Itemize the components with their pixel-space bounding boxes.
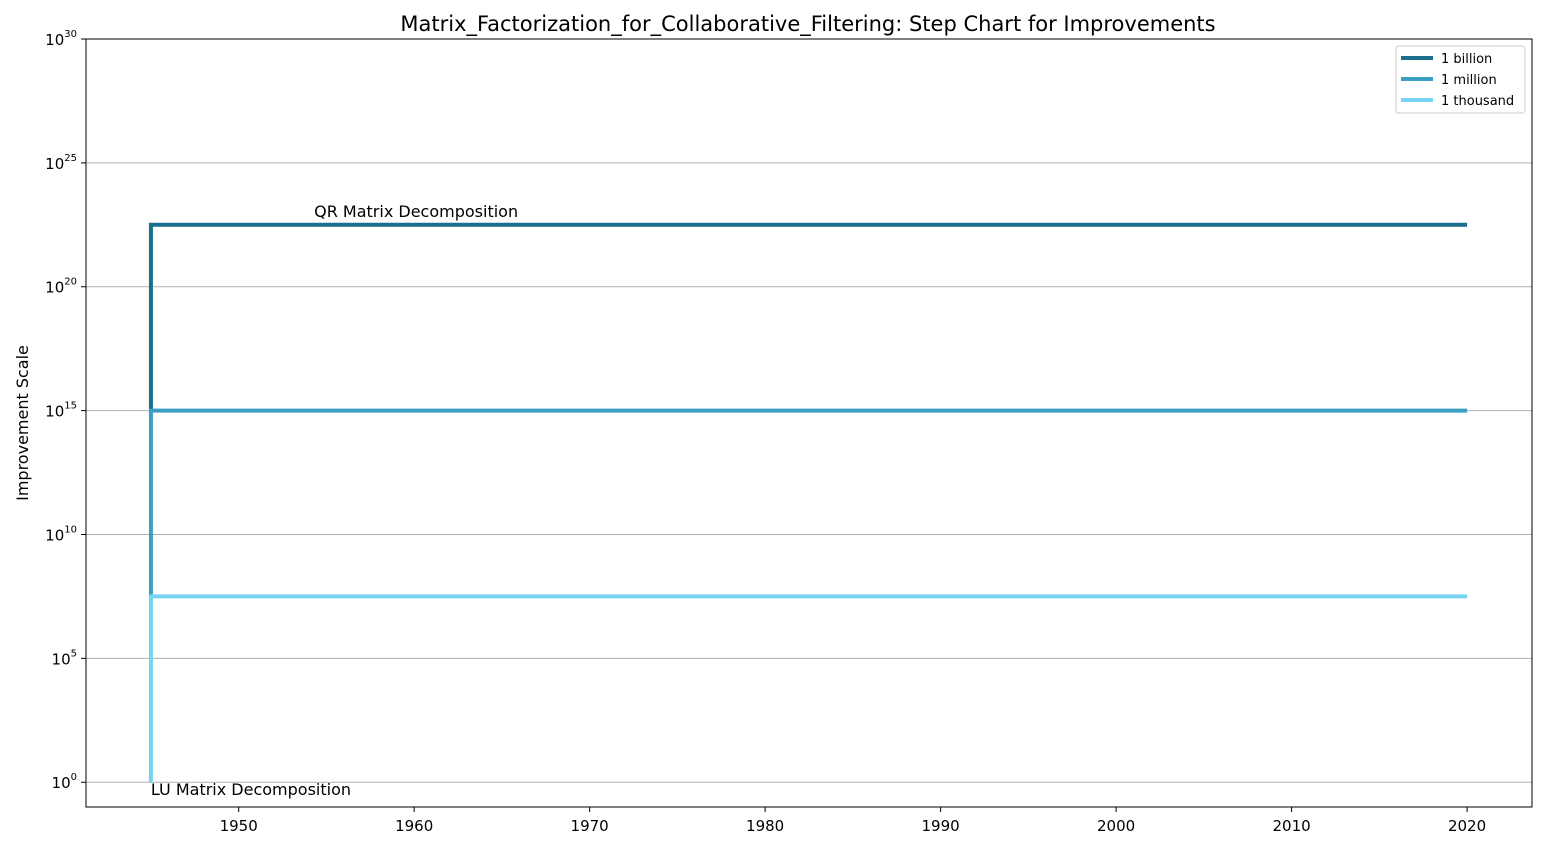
legend: 1 billion 1 million 1 thousand: [1395, 45, 1526, 114]
series-line: [148, 222, 1468, 411]
y-tick-exponent: 20: [64, 277, 77, 288]
y-tick-base: 10: [45, 403, 64, 421]
y-tick-base: 10: [52, 774, 71, 792]
y-axis-label: Improvement Scale: [13, 345, 32, 501]
series-lines: [148, 222, 1468, 783]
plot-area-frame: [85, 38, 1533, 808]
x-tick-label: 1970: [571, 817, 609, 835]
y-tick-label: 1030: [45, 29, 77, 49]
x-tick-label: 1990: [922, 817, 960, 835]
x-tick-label: 1960: [395, 817, 433, 835]
x-tick-label: 2010: [1272, 817, 1310, 835]
y-tick-base: 10: [45, 279, 64, 297]
y-tick-base: 10: [52, 650, 71, 668]
y-tick-label: 1020: [45, 277, 77, 297]
y-tick-exponent: 25: [64, 153, 77, 164]
y-tick-exponent: 10: [64, 524, 77, 535]
annotation-label: QR Matrix Decomposition: [314, 202, 518, 221]
chart-title: Matrix_Factorization_for_Collaborative_F…: [400, 12, 1215, 37]
y-tick-base: 10: [45, 526, 64, 544]
series-line: [148, 594, 1468, 783]
y-tick-base: 10: [45, 155, 64, 173]
y-tick-label: 1025: [45, 153, 77, 173]
y-tick-exponent: 30: [64, 29, 77, 40]
y-tick-base: 10: [45, 31, 64, 49]
y-tick-exponent: 0: [71, 772, 77, 783]
annotation-label: LU Matrix Decomposition: [151, 780, 351, 799]
legend-box: [1395, 45, 1526, 114]
y-tick-exponent: 5: [71, 648, 77, 659]
x-tick-label: 2000: [1097, 817, 1135, 835]
y-tick-label: 100: [52, 772, 77, 792]
y-tick-label: 1015: [45, 401, 77, 421]
y-tick-label: 105: [52, 648, 77, 668]
x-tick-label: 1980: [746, 817, 784, 835]
legend-label: 1 billion: [1441, 52, 1492, 67]
legend-label: 1 thousand: [1441, 94, 1514, 109]
x-axis-ticks: 1950 1960 1970 1980 1990 2000 2010 2020: [220, 807, 1486, 835]
x-tick-label: 1950: [220, 817, 258, 835]
y-tick-exponent: 15: [64, 401, 77, 412]
legend-label: 1 million: [1441, 73, 1497, 88]
annotations: QR Matrix Decomposition LU Matrix Decompo…: [151, 202, 518, 799]
series-line: [148, 408, 1468, 597]
y-tick-label: 1010: [45, 524, 77, 544]
x-tick-label: 2020: [1448, 817, 1486, 835]
